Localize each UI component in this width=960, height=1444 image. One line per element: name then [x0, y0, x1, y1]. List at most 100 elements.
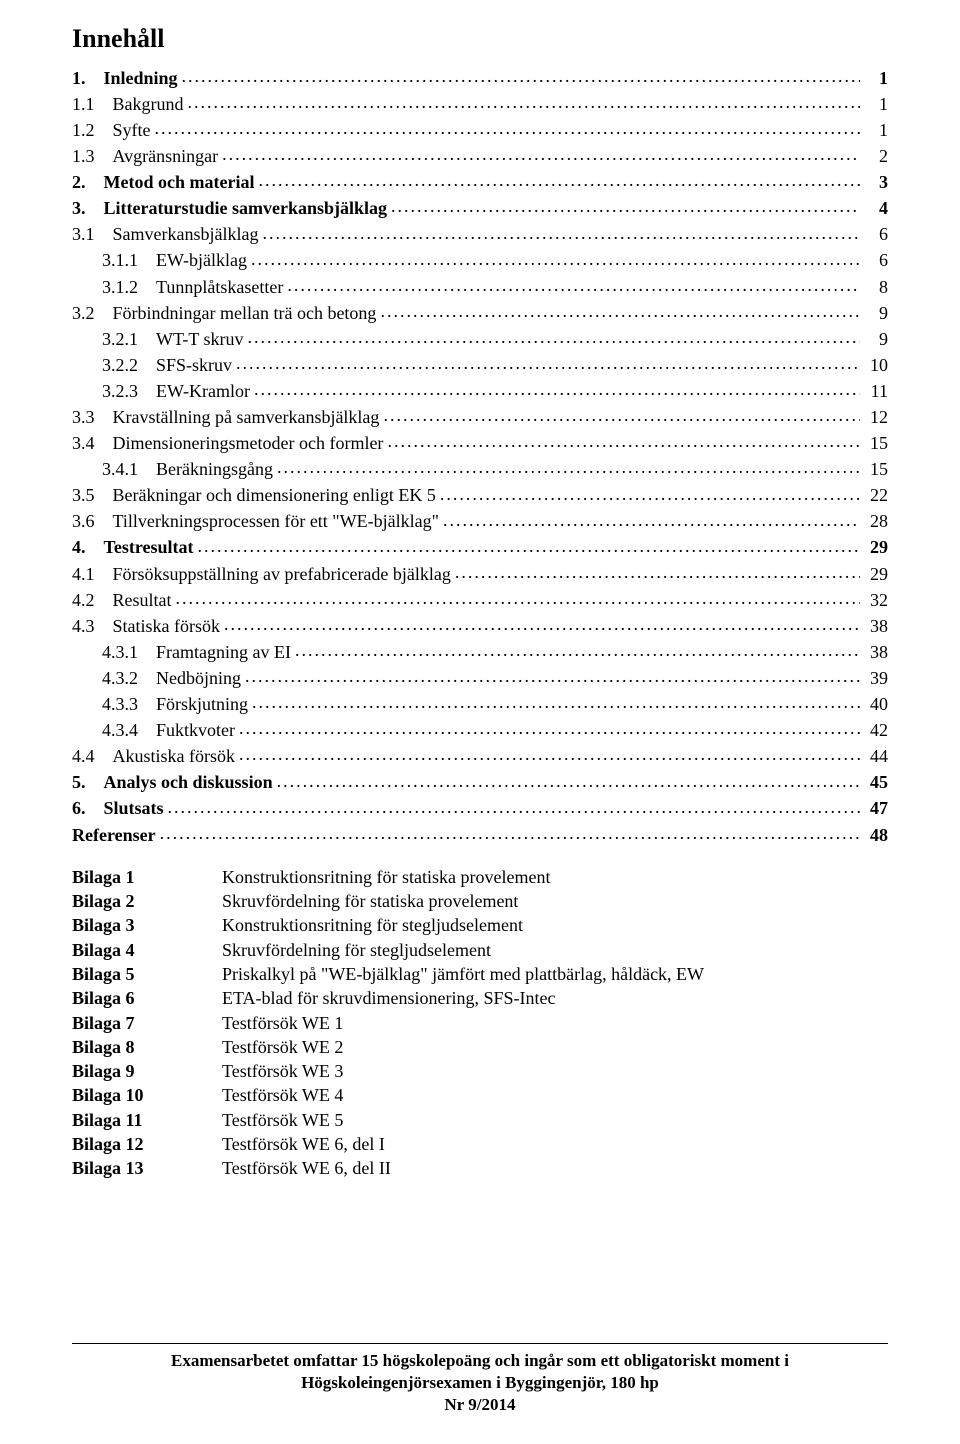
toc-entry-label: 3.1.1 EW-bjälklag [72, 248, 247, 272]
toc-leader-dots [252, 690, 860, 710]
attachment-description: Testförsök WE 6, del II [222, 1156, 391, 1180]
toc-entry: 4.3.1 Framtagning av EI38 [72, 638, 888, 664]
toc-entry-page: 48 [864, 823, 888, 847]
toc-entry: 3.3 Kravställning på samverkansbjälklag1… [72, 403, 888, 429]
attachment-description: Skruvfördelning för stegljudselement [222, 938, 491, 962]
toc-entry: 4.3.4 Fuktkvoter42 [72, 716, 888, 742]
toc-entry: 5. Analys och diskussion45 [72, 769, 888, 795]
toc-leader-dots [239, 716, 860, 736]
toc-entry-page: 1 [864, 92, 888, 116]
toc-entry-label: 4. Testresultat [72, 535, 194, 559]
toc-leader-dots [391, 194, 860, 214]
toc-entry-page: 38 [864, 640, 888, 664]
toc-leader-dots [295, 638, 860, 658]
attachment-row: Bilaga 4Skruvfördelning för stegljudsele… [72, 938, 888, 962]
document-page: Innehåll 1. Inledning11.1 Bakgrund11.2 S… [0, 0, 960, 1444]
toc-leader-dots [224, 612, 860, 632]
toc-entry-label: 4.3 Statiska försök [72, 614, 220, 638]
toc-entry-page: 4 [864, 196, 888, 220]
toc-entry-label: 4.1 Försöksuppställning av prefabricerad… [72, 562, 451, 586]
toc-leader-dots [239, 742, 860, 762]
toc-leader-dots [222, 142, 860, 162]
toc-entry-label: 4.2 Resultat [72, 588, 172, 612]
attachment-description: Testförsök WE 1 [222, 1011, 343, 1035]
toc-entry-page: 42 [864, 718, 888, 742]
toc-entry-page: 22 [864, 483, 888, 507]
toc-entry-page: 28 [864, 509, 888, 533]
toc-entry: 3.1.1 EW-bjälklag6 [72, 247, 888, 273]
attachment-row: Bilaga 12Testförsök WE 6, del I [72, 1132, 888, 1156]
toc-entry-label: 3.2.3 EW-Kramlor [72, 379, 250, 403]
toc-entry-page: 47 [864, 796, 888, 820]
toc-leader-dots [160, 821, 860, 841]
toc-entry: 4.1 Försöksuppställning av prefabricerad… [72, 560, 888, 586]
toc-entry-label: 3.2 Förbindningar mellan trä och betong [72, 301, 376, 325]
toc-leader-dots [236, 351, 860, 371]
toc-entry-label: 6. Slutsats [72, 796, 164, 820]
table-of-contents: 1. Inledning11.1 Bakgrund11.2 Syfte11.3 … [72, 64, 888, 847]
attachment-description: Testförsök WE 3 [222, 1059, 343, 1083]
attachment-key: Bilaga 5 [72, 962, 222, 986]
toc-entry-label: 3.1 Samverkansbjälklag [72, 222, 258, 246]
toc-entry-page: 3 [864, 170, 888, 194]
toc-entry-label: 1.1 Bakgrund [72, 92, 184, 116]
attachment-description: Testförsök WE 5 [222, 1108, 343, 1132]
toc-entry-page: 9 [864, 301, 888, 325]
toc-leader-dots [455, 560, 860, 580]
attachments-list: Bilaga 1Konstruktionsritning för statisk… [72, 865, 888, 1181]
toc-leader-dots [198, 534, 861, 554]
page-footer: Examensarbetet omfattar 15 högskolepoäng… [72, 1343, 888, 1416]
attachment-description: ETA-blad för skruvdimensionering, SFS-In… [222, 986, 556, 1010]
toc-entry-label: 3.5 Beräkningar och dimensionering enlig… [72, 483, 436, 507]
attachment-key: Bilaga 7 [72, 1011, 222, 1035]
toc-entry: 3.5 Beräkningar och dimensionering enlig… [72, 482, 888, 508]
attachment-row: Bilaga 7Testförsök WE 1 [72, 1011, 888, 1035]
attachment-row: Bilaga 8Testförsök WE 2 [72, 1035, 888, 1059]
attachment-row: Bilaga 1Konstruktionsritning för statisk… [72, 865, 888, 889]
toc-entry: 3.6 Tillverkningsprocessen för ett "WE-b… [72, 508, 888, 534]
attachment-row: Bilaga 3Konstruktionsritning för steglju… [72, 913, 888, 937]
toc-entry-label: 3.4.1 Beräkningsgång [72, 457, 273, 481]
toc-entry-label: 3. Litteraturstudie samverkansbjälklag [72, 196, 387, 220]
toc-entry-page: 10 [864, 353, 888, 377]
toc-entry: 4.3.2 Nedböjning39 [72, 664, 888, 690]
toc-leader-dots [277, 769, 860, 789]
toc-entry: 1.3 Avgränsningar2 [72, 142, 888, 168]
toc-entry: 3.1 Samverkansbjälklag6 [72, 221, 888, 247]
toc-entry-label: 4.3.3 Förskjutning [72, 692, 248, 716]
attachment-description: Testförsök WE 6, del I [222, 1132, 385, 1156]
toc-entry-page: 9 [864, 327, 888, 351]
toc-leader-dots [155, 116, 861, 136]
toc-entry-page: 29 [864, 535, 888, 559]
toc-entry: 3.2.3 EW-Kramlor11 [72, 377, 888, 403]
toc-leader-dots [176, 586, 861, 606]
toc-leader-dots [287, 273, 860, 293]
attachment-key: Bilaga 1 [72, 865, 222, 889]
attachment-key: Bilaga 10 [72, 1083, 222, 1107]
attachment-description: Testförsök WE 2 [222, 1035, 343, 1059]
toc-leader-dots [254, 377, 860, 397]
toc-leader-dots [258, 168, 860, 188]
toc-leader-dots [248, 325, 861, 345]
toc-entry-label: 3.1.2 Tunnplåtskasetter [72, 275, 283, 299]
toc-entry: 4.3.3 Förskjutning40 [72, 690, 888, 716]
attachment-description: Skruvfördelning för statiska provelement [222, 889, 518, 913]
attachment-key: Bilaga 4 [72, 938, 222, 962]
attachment-key: Bilaga 12 [72, 1132, 222, 1156]
attachment-description: Konstruktionsritning för statiska provel… [222, 865, 550, 889]
toc-leader-dots [188, 90, 861, 110]
toc-entry-page: 1 [864, 66, 888, 90]
toc-leader-dots [168, 795, 860, 815]
toc-leader-dots [443, 508, 860, 528]
toc-leader-dots [251, 247, 860, 267]
toc-entry-label: 1.3 Avgränsningar [72, 144, 218, 168]
footer-line-1: Examensarbetet omfattar 15 högskolepoäng… [72, 1350, 888, 1372]
toc-entry-label: 3.6 Tillverkningsprocessen för ett "WE-b… [72, 509, 439, 533]
toc-entry: 4.4 Akustiska försök44 [72, 742, 888, 768]
attachment-description: Priskalkyl på "WE-bjälklag" jämfört med … [222, 962, 704, 986]
toc-entry: 1.2 Syfte1 [72, 116, 888, 142]
toc-leader-dots [262, 221, 860, 241]
toc-entry-page: 44 [864, 744, 888, 768]
attachment-key: Bilaga 9 [72, 1059, 222, 1083]
toc-entry-page: 38 [864, 614, 888, 638]
